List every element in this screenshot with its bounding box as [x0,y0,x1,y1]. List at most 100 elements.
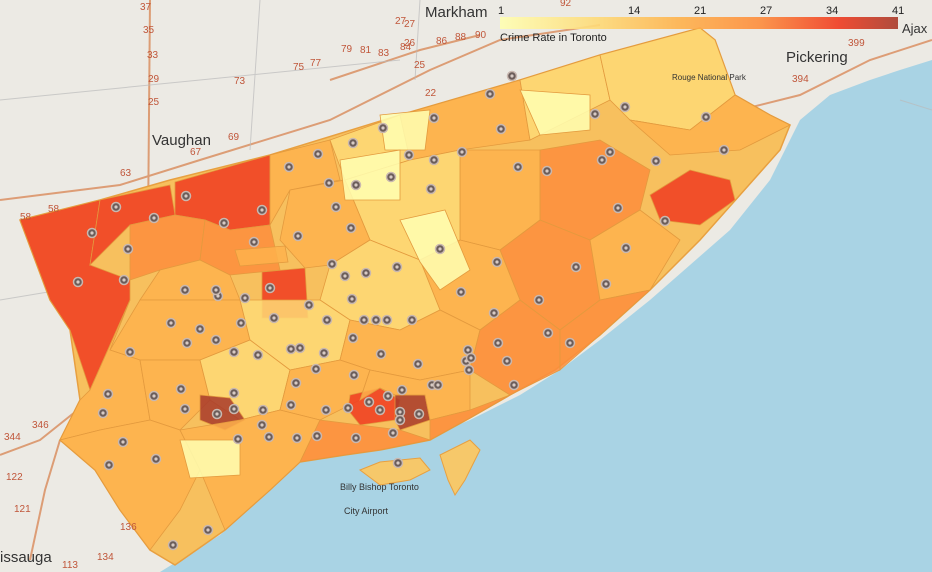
neighbourhood-marker[interactable] [323,177,335,189]
neighbourhood-marker[interactable] [175,383,187,395]
neighbourhood-marker[interactable] [330,201,342,213]
neighbourhood-marker[interactable] [148,212,160,224]
neighbourhood-marker[interactable] [318,347,330,359]
neighbourhood-marker[interactable] [252,349,264,361]
neighbourhood-marker[interactable] [432,379,444,391]
neighbourhood-marker[interactable] [659,215,671,227]
neighbourhood-marker[interactable] [387,427,399,439]
neighbourhood-marker[interactable] [257,404,269,416]
neighbourhood-marker[interactable] [508,379,520,391]
neighbourhood-marker[interactable] [150,453,162,465]
neighbourhood-marker[interactable] [600,278,612,290]
neighbourhood-marker[interactable] [285,343,297,355]
neighbourhood-marker[interactable] [492,337,504,349]
neighbourhood-marker[interactable] [495,123,507,135]
neighbourhood-marker[interactable] [412,358,424,370]
neighbourhood-marker[interactable] [533,294,545,306]
neighbourhood-marker[interactable] [118,274,130,286]
neighbourhood-marker[interactable] [320,404,332,416]
neighbourhood-marker[interactable] [235,317,247,329]
neighbourhood-marker[interactable] [360,267,372,279]
neighbourhood-marker[interactable] [218,217,230,229]
neighbourhood-marker[interactable] [86,227,98,239]
neighbourhood-marker[interactable] [347,137,359,149]
neighbourhood-marker[interactable] [310,363,322,375]
neighbourhood-marker[interactable] [650,155,662,167]
neighbourhood-marker[interactable] [291,432,303,444]
neighbourhood-marker[interactable] [619,101,631,113]
neighbourhood-marker[interactable] [210,284,222,296]
neighbourhood-marker[interactable] [541,165,553,177]
neighbourhood-marker[interactable] [124,346,136,358]
neighbourhood-marker[interactable] [374,404,386,416]
neighbourhood-marker[interactable] [211,408,223,420]
neighbourhood-marker[interactable] [413,408,425,420]
neighbourhood-marker[interactable] [570,261,582,273]
neighbourhood-marker[interactable] [264,282,276,294]
neighbourhood-marker[interactable] [263,431,275,443]
neighbourhood-marker[interactable] [342,402,354,414]
neighbourhood-marker[interactable] [312,148,324,160]
neighbourhood-marker[interactable] [283,161,295,173]
neighbourhood-marker[interactable] [358,314,370,326]
neighbourhood-marker[interactable] [181,337,193,349]
neighbourhood-marker[interactable] [321,314,333,326]
neighbourhood-marker[interactable] [165,317,177,329]
neighbourhood-marker[interactable] [385,171,397,183]
neighbourhood-marker[interactable] [589,108,601,120]
neighbourhood-marker[interactable] [463,364,475,376]
neighbourhood-marker[interactable] [303,299,315,311]
neighbourhood-marker[interactable] [97,407,109,419]
neighbourhood-marker[interactable] [232,433,244,445]
neighbourhood-marker[interactable] [700,111,712,123]
neighbourhood-marker[interactable] [179,403,191,415]
neighbourhood-marker[interactable] [506,70,518,82]
neighbourhood-marker[interactable] [285,399,297,411]
neighbourhood-marker[interactable] [256,419,268,431]
neighbourhood-marker[interactable] [542,327,554,339]
neighbourhood-marker[interactable] [346,293,358,305]
neighbourhood-marker[interactable] [564,337,576,349]
neighbourhood-marker[interactable] [382,390,394,402]
neighbourhood-marker[interactable] [179,284,191,296]
neighbourhood-marker[interactable] [718,144,730,156]
neighbourhood-marker[interactable] [394,414,406,426]
neighbourhood-marker[interactable] [620,242,632,254]
neighbourhood-marker[interactable] [348,369,360,381]
neighbourhood-marker[interactable] [596,154,608,166]
neighbourhood-marker[interactable] [396,384,408,396]
neighbourhood-marker[interactable] [392,457,404,469]
neighbourhood-marker[interactable] [180,190,192,202]
neighbourhood-marker[interactable] [148,390,160,402]
neighbourhood-marker[interactable] [210,334,222,346]
neighbourhood-marker[interactable] [103,459,115,471]
neighbourhood-marker[interactable] [488,307,500,319]
neighbourhood-marker[interactable] [425,183,437,195]
neighbourhood-marker[interactable] [268,312,280,324]
neighbourhood-marker[interactable] [377,122,389,134]
neighbourhood-marker[interactable] [202,524,214,536]
neighbourhood-marker[interactable] [311,430,323,442]
neighbourhood-marker[interactable] [110,201,122,213]
neighbourhood-marker[interactable] [228,403,240,415]
neighbourhood-marker[interactable] [406,314,418,326]
neighbourhood-marker[interactable] [228,346,240,358]
neighbourhood-marker[interactable] [456,146,468,158]
neighbourhood-marker[interactable] [194,323,206,335]
neighbourhood-marker[interactable] [363,396,375,408]
neighbourhood-marker[interactable] [370,314,382,326]
neighbourhood-marker[interactable] [339,270,351,282]
neighbourhood-marker[interactable] [117,436,129,448]
neighbourhood-marker[interactable] [326,258,338,270]
neighbourhood-marker[interactable] [122,243,134,255]
neighbourhood-marker[interactable] [167,539,179,551]
neighbourhood-marker[interactable] [465,352,477,364]
neighbourhood-marker[interactable] [604,146,616,158]
neighbourhood-marker[interactable] [292,230,304,242]
neighbourhood-marker[interactable] [248,236,260,248]
neighbourhood-marker[interactable] [350,179,362,191]
neighbourhood-marker[interactable] [484,88,496,100]
neighbourhood-marker[interactable] [347,332,359,344]
neighbourhood-marker[interactable] [350,432,362,444]
